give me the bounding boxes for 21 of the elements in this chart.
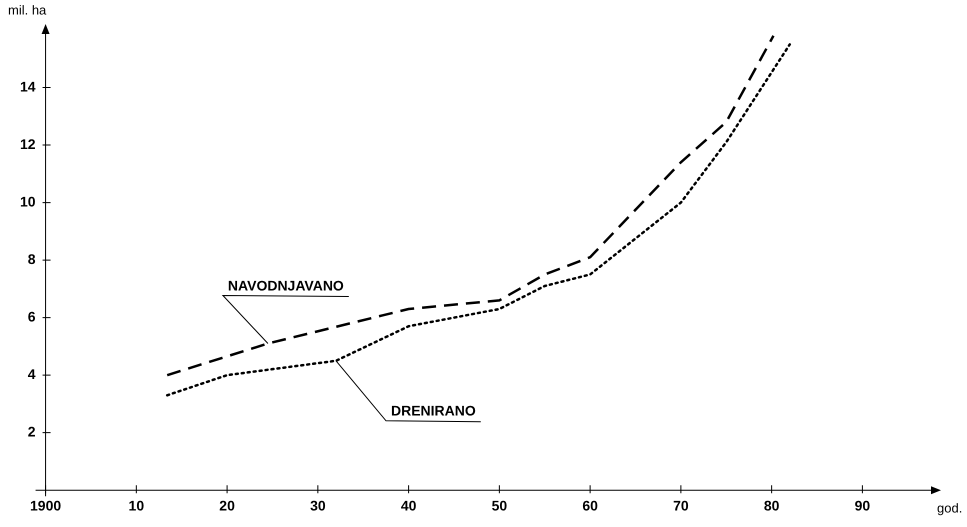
text: NAVODNJAVANO bbox=[228, 277, 344, 294]
x-tick-label: 70 bbox=[673, 497, 689, 514]
x-tick-label: 60 bbox=[582, 497, 598, 514]
x-tick-label: 90 bbox=[854, 497, 870, 514]
x-tick-label: 10 bbox=[128, 497, 144, 514]
y-tick-label: 14 bbox=[20, 78, 36, 94]
x-tick-label: 40 bbox=[400, 497, 417, 514]
x-tick-label: 50 bbox=[492, 497, 508, 514]
x-tick-label: 20 bbox=[219, 497, 236, 514]
y-tick-label: 8 bbox=[28, 250, 36, 267]
y-tick-label: 10 bbox=[20, 193, 36, 210]
y-tick-label: 6 bbox=[28, 308, 36, 324]
text: DRENIRANO bbox=[391, 402, 476, 419]
x-tick-label: 1900 bbox=[30, 497, 62, 514]
x-axis-title: god. bbox=[937, 500, 962, 516]
x-tick-label: 80 bbox=[764, 497, 780, 514]
y-tick-label: 12 bbox=[20, 136, 36, 152]
y-tick-label: 2 bbox=[28, 424, 36, 440]
y-tick-label: 4 bbox=[28, 366, 36, 382]
y-axis-title: mil. ha bbox=[8, 2, 48, 18]
x-tick-label: 30 bbox=[310, 497, 326, 514]
